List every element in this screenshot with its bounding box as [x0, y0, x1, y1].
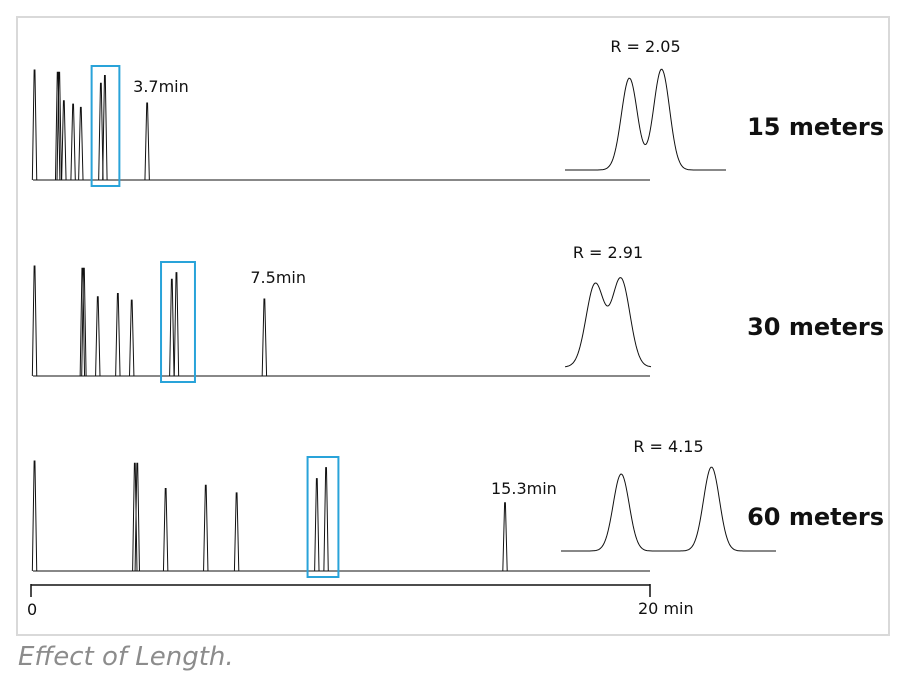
figure-caption: Effect of Length. [18, 642, 234, 672]
peak-2 [54, 71, 61, 181]
retention-time-label: 7.5min [250, 268, 306, 287]
peak-1 [31, 265, 38, 377]
resolution-inset-trace [564, 277, 652, 368]
resolution-label: R = 2.05 [610, 37, 680, 56]
peak-2 [79, 267, 86, 377]
resolution-inset-trace [561, 466, 776, 552]
peak-3 [134, 462, 140, 572]
chromatogram-chart: 3.7min R = 2.05 15 meters 7.5min R = 2.91 30 … [27, 37, 884, 619]
peak-9 [144, 102, 150, 181]
column-length-label: 15 meters [747, 113, 884, 141]
resolution-inset-trace [565, 68, 726, 171]
figure-frame [16, 16, 890, 636]
panels-group: 3.7min R = 2.05 15 meters 7.5min R = 2.91 30 … [31, 37, 884, 578]
peak-8 [102, 75, 108, 181]
resolution-label: R = 4.15 [633, 437, 703, 456]
peak-5 [70, 103, 76, 181]
column-length-label: 60 meters [747, 503, 884, 531]
panel-2: 7.5min R = 2.91 30 meters [31, 243, 884, 383]
peak-4 [61, 100, 67, 181]
highlight-box [160, 261, 196, 383]
peak-3 [56, 71, 62, 181]
retention-time-label: 3.7min [133, 77, 189, 96]
peak-6 [129, 299, 135, 377]
peak-1 [31, 460, 38, 572]
peak-6 [78, 106, 84, 181]
peak-1 [31, 69, 38, 181]
peak-9 [502, 502, 508, 572]
time-axis-max-label: 20 min [638, 599, 694, 618]
column-length-label: 30 meters [747, 313, 884, 341]
panel-1: 3.7min R = 2.05 15 meters [31, 37, 884, 187]
retention-time-label: 15.3min [491, 479, 557, 498]
resolution-label: R = 2.91 [573, 243, 643, 262]
time-axis-min-label: 0 [27, 600, 37, 619]
panel-3: 15.3min R = 4.15 60 meters [31, 437, 884, 578]
peak-7 [98, 82, 104, 181]
peak-7 [314, 478, 320, 572]
peak-6 [233, 492, 240, 572]
peak-5 [203, 484, 209, 572]
peak-9 [261, 298, 268, 377]
peak-5 [115, 293, 121, 377]
peak-4 [95, 296, 101, 377]
highlight-box [306, 456, 340, 578]
highlight-box [90, 65, 121, 187]
peak-8 [173, 272, 180, 377]
time-axis: 0 20 min [27, 584, 694, 619]
peak-4 [162, 488, 169, 572]
peak-7 [169, 278, 175, 377]
peak-3 [81, 267, 87, 377]
peak-8 [323, 467, 329, 572]
